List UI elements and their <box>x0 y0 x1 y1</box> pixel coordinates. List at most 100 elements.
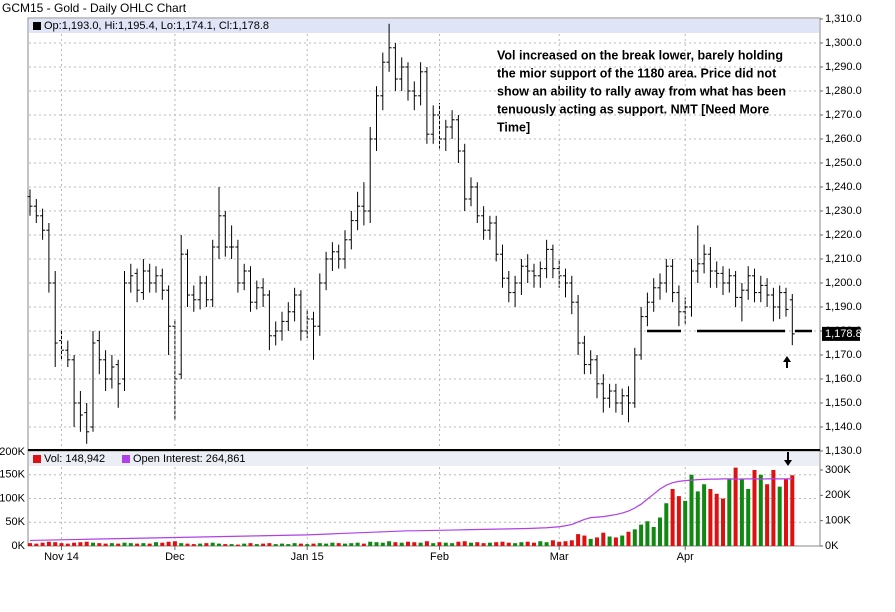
volume-bar <box>204 543 209 546</box>
volume-bar <box>305 544 310 546</box>
volume-bar <box>336 543 341 546</box>
volume-bar <box>752 470 757 546</box>
volume-bar <box>481 543 486 546</box>
volume-bar <box>172 541 177 546</box>
volume-bar <box>790 475 795 546</box>
y-tick-label: 1,140.0 <box>825 421 862 433</box>
y-tick-label: 150K <box>0 469 26 481</box>
y2-tick-label: 300K <box>825 464 851 476</box>
volume-bar <box>733 467 738 546</box>
volume-bar <box>330 542 335 546</box>
volume-bar <box>298 543 303 546</box>
annotation: the mior support of the 1180 area. Price… <box>497 66 777 80</box>
volume-bar <box>78 542 83 546</box>
volume-bar <box>393 542 398 546</box>
x-tick-label: Dec <box>165 551 185 563</box>
y-tick-label: 1,230.0 <box>825 205 862 217</box>
volume-bar <box>538 541 543 546</box>
volume-bar <box>217 543 221 546</box>
volume-bar <box>235 544 240 546</box>
y2-tick-label: 0K <box>825 540 839 552</box>
volume-bar <box>658 517 662 546</box>
volume-bar <box>714 493 719 546</box>
volume-bar <box>261 543 266 546</box>
legend-label: Vol: 148,942 <box>44 453 105 465</box>
annotation: tenuously acting as support. NMT [Need M… <box>497 102 769 116</box>
volume-bar <box>387 541 392 546</box>
chart-title: GCM15 - Gold - Daily OHLC Chart <box>2 1 187 15</box>
volume-bar <box>72 542 77 546</box>
volume-bar <box>361 543 366 546</box>
volume-bar <box>40 542 45 546</box>
y-tick-label: 1,290.0 <box>825 61 862 73</box>
volume-bar <box>456 541 461 546</box>
volume-bar <box>135 543 140 546</box>
volume-bar <box>412 542 417 546</box>
y2-tick-label: 200K <box>825 489 851 501</box>
volume-bar <box>97 543 102 546</box>
annotation: Vol increased on the break lower, barely… <box>497 48 783 62</box>
volume-bar <box>374 542 379 546</box>
x-tick-label: Nov 14 <box>44 551 79 563</box>
y-tick-label: 1,310.0 <box>825 13 862 25</box>
annotation: Time] <box>497 120 530 134</box>
volume-bar <box>601 532 606 546</box>
y-tick-label: 1,220.0 <box>825 229 862 241</box>
volume-bar <box>311 543 316 546</box>
plot: 1,130.01,140.01,150.01,160.01,170.01,180… <box>0 13 862 563</box>
volume-bar <box>273 544 278 546</box>
volume-bar <box>343 543 347 546</box>
volume-bar <box>771 470 776 546</box>
x-tick-label: Mar <box>550 551 569 563</box>
volume-bar <box>267 543 272 546</box>
volume-bar <box>532 542 536 546</box>
volume-bar <box>34 543 39 546</box>
volume-bar <box>210 542 215 546</box>
volume-bar <box>229 544 234 546</box>
volume-bar <box>569 540 574 546</box>
y-tick-label: 200K <box>0 446 26 458</box>
volume-bar <box>431 543 436 546</box>
volume-bar <box>406 541 410 546</box>
volume-bar <box>443 542 448 546</box>
volume-bar <box>607 536 612 546</box>
y-tick-label: 1,250.0 <box>825 157 862 169</box>
volume-bar <box>128 543 133 546</box>
y-tick-label: 100K <box>0 492 26 504</box>
volume-legend-band <box>29 452 819 466</box>
volume-bar <box>116 543 121 546</box>
volume-bar <box>683 500 688 546</box>
volume-bar <box>450 543 455 546</box>
volume-bar <box>198 543 203 546</box>
legend-label: Open Interest: 264,861 <box>133 453 246 465</box>
volume-bar <box>765 484 770 546</box>
annotation: show an ability to rally away from what … <box>497 84 786 98</box>
volume-bar <box>147 543 152 546</box>
volume-bar <box>664 503 669 546</box>
volume-bar <box>670 489 675 546</box>
volume-bar <box>676 496 681 546</box>
volume-bar <box>355 542 360 546</box>
y-tick-label: 50K <box>5 516 25 528</box>
volume-bar <box>494 542 499 546</box>
volume-bar <box>588 538 593 546</box>
volume-bar <box>292 543 297 546</box>
volume-bar <box>487 542 492 546</box>
volume-bar <box>317 543 322 546</box>
volume-bar <box>721 498 725 546</box>
volume-bar <box>639 524 644 546</box>
price-panel <box>27 17 821 451</box>
volume-bar <box>280 543 284 546</box>
y-tick-label: 1,170.0 <box>825 349 862 361</box>
y-tick-label: 1,270.0 <box>825 109 862 121</box>
volume-bar <box>626 531 631 546</box>
volume-bar <box>702 484 707 546</box>
down-arrow <box>784 452 792 466</box>
volume-bar <box>254 544 259 546</box>
volume-bar <box>154 542 158 546</box>
volume-bar <box>122 542 127 546</box>
volume-bar <box>324 543 329 546</box>
last-price-box <box>822 326 860 341</box>
y-tick-label: 1,300.0 <box>825 37 862 49</box>
x-tick-label: Feb <box>430 551 449 563</box>
